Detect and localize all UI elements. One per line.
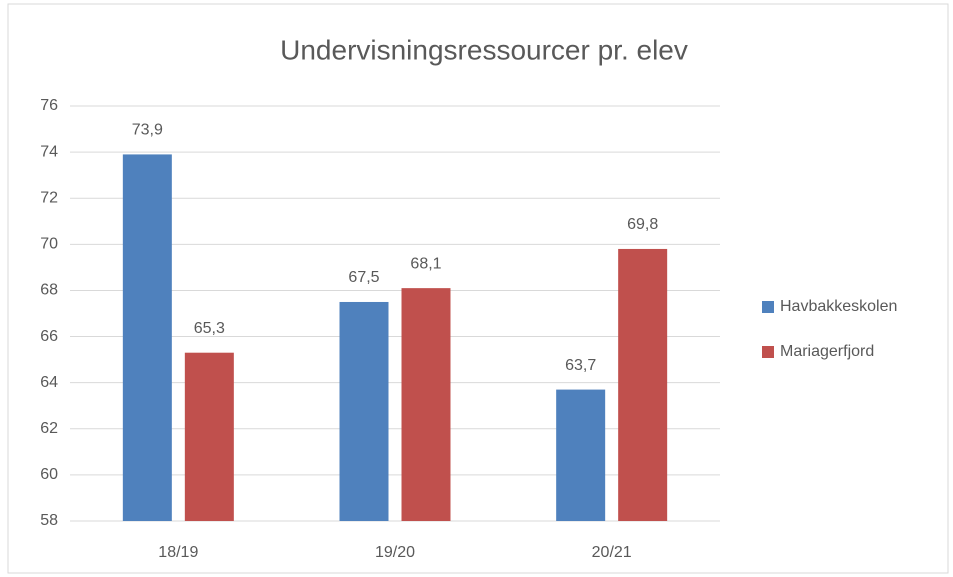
legend-label: Havbakkeskolen <box>780 298 897 315</box>
data-label: 73,9 <box>132 122 163 139</box>
x-tick-label: 18/19 <box>158 544 198 561</box>
legend-swatch <box>762 301 774 313</box>
bar <box>556 389 606 521</box>
y-tick-label: 68 <box>40 282 58 299</box>
y-tick-label: 72 <box>40 189 58 206</box>
data-label: 65,3 <box>194 320 225 337</box>
bar <box>122 154 172 521</box>
data-label: 67,5 <box>348 269 379 286</box>
y-tick-label: 58 <box>40 512 58 529</box>
y-tick-label: 60 <box>40 466 58 483</box>
y-tick-label: 70 <box>40 236 58 253</box>
y-tick-label: 74 <box>40 143 58 160</box>
data-label: 69,8 <box>627 216 658 233</box>
x-tick-label: 19/20 <box>375 544 415 561</box>
y-tick-label: 62 <box>40 420 58 437</box>
bar <box>618 248 668 521</box>
y-tick-label: 76 <box>40 97 58 114</box>
chart-title: Undervisningsressourcer pr. elev <box>280 34 688 65</box>
y-tick-label: 64 <box>40 374 58 391</box>
data-label: 68,1 <box>410 255 441 272</box>
legend-label: Mariagerfjord <box>780 343 874 360</box>
x-tick-label: 20/21 <box>592 544 632 561</box>
bar <box>339 301 389 521</box>
legend-swatch <box>762 346 774 358</box>
bar <box>401 288 451 521</box>
y-tick-label: 66 <box>40 328 58 345</box>
bar <box>184 352 234 521</box>
data-label: 63,7 <box>565 357 596 374</box>
